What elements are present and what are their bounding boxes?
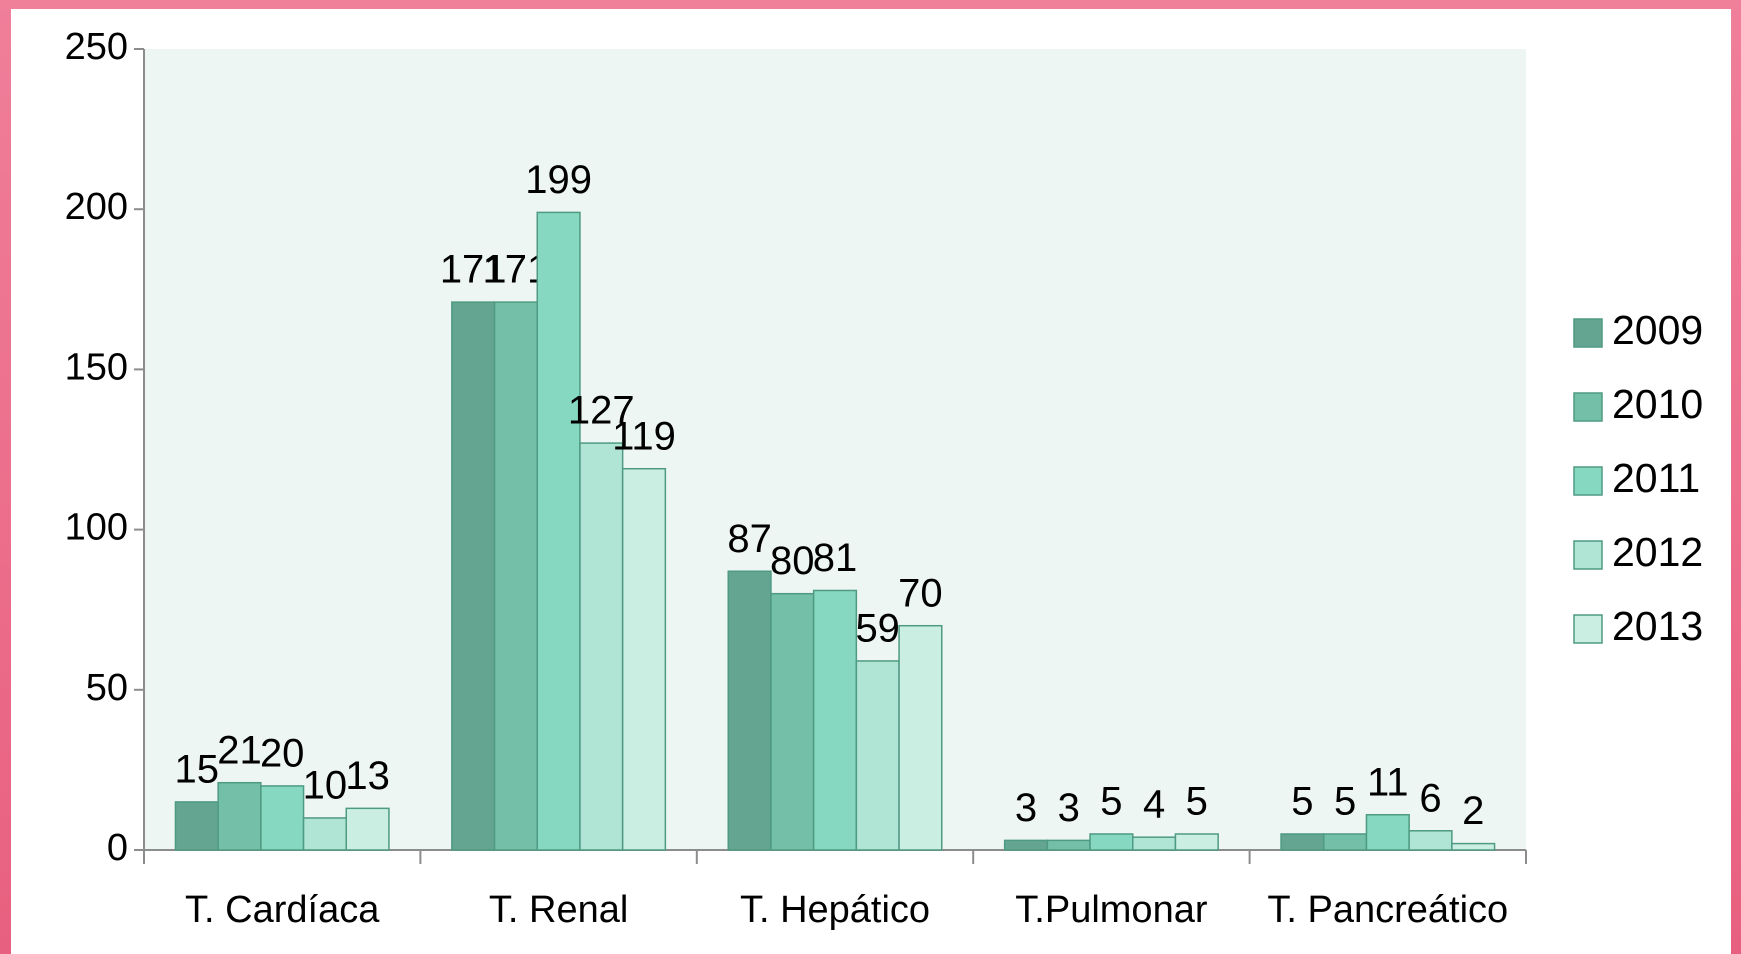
bar [1280, 833, 1325, 851]
y-tick-label: 200 [65, 186, 128, 228]
data-label: 5 [1186, 780, 1208, 824]
bar [1132, 836, 1177, 851]
bar [536, 211, 581, 851]
x-tick-label: T.Pulmonar [1015, 889, 1208, 931]
data-label: 4 [1143, 783, 1165, 827]
bar [451, 301, 496, 851]
bar [727, 570, 772, 851]
data-label: 15 [175, 748, 220, 792]
data-label: 127 [568, 389, 635, 433]
bar [174, 801, 219, 851]
legend-swatch [1573, 540, 1603, 570]
legend-label: 2013 [1612, 603, 1703, 649]
x-tick-label: T. Pancreático [1267, 889, 1508, 931]
bar [855, 660, 900, 851]
legend-label: 2010 [1612, 381, 1703, 427]
data-label: 5 [1100, 780, 1122, 824]
data-label: 3 [1058, 786, 1080, 830]
bar [493, 301, 538, 851]
data-label: 81 [813, 536, 858, 580]
bar [770, 592, 815, 851]
data-label: 119 [612, 414, 676, 458]
data-label: 11 [1367, 760, 1409, 804]
bar [1089, 833, 1134, 851]
data-label: 171 [440, 248, 507, 292]
bar [579, 442, 624, 851]
data-label: 20 [260, 731, 305, 775]
bar [1451, 842, 1496, 851]
data-label: 59 [855, 607, 900, 651]
legend-swatch [1573, 318, 1603, 348]
bar [260, 785, 305, 851]
bar [621, 467, 667, 851]
bar [812, 589, 858, 851]
bar [1323, 833, 1368, 851]
data-label: 6 [1419, 776, 1441, 820]
data-label: 13 [345, 754, 390, 798]
bar [1046, 839, 1091, 851]
y-tick-label: 50 [86, 667, 128, 709]
data-label: 2 [1462, 789, 1484, 833]
data-label: 10 [303, 764, 348, 808]
x-tick-label: T. Renal [489, 889, 628, 931]
y-tick-label: 250 [65, 26, 128, 68]
data-label: 80 [770, 539, 815, 583]
y-tick-label: 150 [65, 346, 128, 388]
bar [1174, 833, 1219, 851]
legend-label: 2012 [1612, 529, 1703, 575]
y-tick-label: 100 [65, 507, 128, 549]
bar [1365, 814, 1410, 851]
legend-swatch [1573, 392, 1603, 422]
x-tick-label: T. Hepático [740, 889, 930, 931]
bar [898, 624, 943, 851]
legend-label: 2011 [1612, 455, 1700, 501]
legend-swatch [1573, 614, 1603, 644]
data-label: 199 [525, 158, 592, 202]
bar [345, 807, 390, 851]
data-label: 21 [217, 728, 262, 772]
x-tick-label: T. Cardíaca [185, 889, 380, 931]
bar [1003, 839, 1049, 851]
data-label: 87 [727, 517, 772, 561]
data-label: 5 [1334, 780, 1356, 824]
bar [1408, 830, 1453, 851]
bar [217, 781, 262, 851]
y-tick-label: 0 [107, 827, 128, 869]
legend-swatch [1573, 466, 1603, 496]
bar [302, 817, 347, 851]
legend-label: 2009 [1612, 307, 1703, 353]
data-label: 3 [1015, 786, 1037, 830]
data-label: 5 [1291, 780, 1313, 824]
data-label: 70 [898, 571, 943, 615]
